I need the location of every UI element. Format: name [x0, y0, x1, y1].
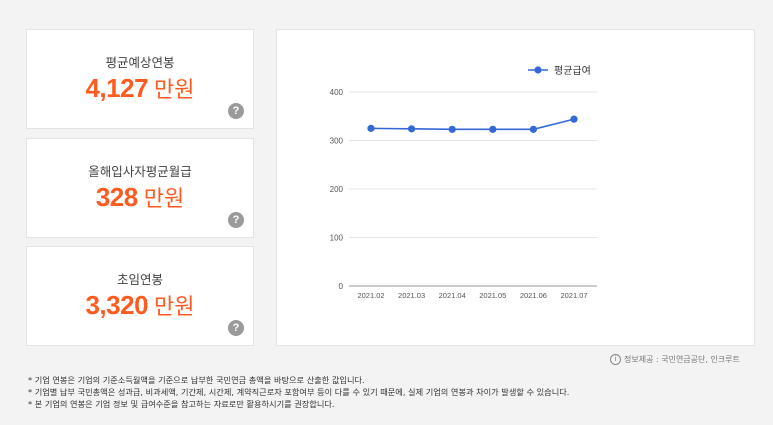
- help-icon[interactable]: ?: [228, 103, 244, 119]
- card-value: 328 만원: [27, 181, 253, 213]
- x-tick-label: 2021.05: [479, 291, 506, 300]
- legend-label: 평균급여: [554, 65, 591, 77]
- data-point: [529, 125, 537, 133]
- legend-marker: [534, 66, 542, 74]
- x-tick-label: 2021.06: [520, 291, 547, 300]
- x-tick-label: 2021.03: [398, 291, 425, 300]
- series-line: [370, 118, 575, 131]
- data-point: [367, 124, 375, 132]
- source-text: 정보제공 : 국민연금공단, 인크루트: [624, 355, 740, 364]
- card-label: 초임연봉: [116, 272, 163, 287]
- salary-trend-chart: 0 100 200 300 400 2021.02 2021.03 2021.04 2021.0…: [276, 29, 755, 346]
- card-value: 4,127 만원: [27, 72, 253, 104]
- value-unit: 만원: [154, 295, 195, 320]
- y-tick-label: 400: [330, 88, 344, 97]
- help-icon[interactable]: ?: [228, 320, 244, 336]
- note-line: * 기업별 납부 국민총액은 성과급, 비과세액, 기간제, 시간제, 계약직근…: [28, 387, 570, 397]
- card-label: 평균예상연봉: [105, 55, 175, 70]
- new-hire-monthly-salary-card: 올해입사자평균월급 328 만원 ?: [26, 138, 254, 238]
- y-tick-label: 300: [330, 137, 344, 146]
- line-chart: 0 100 200 300 400 2021.02 2021.03 2021.04 2021.0…: [330, 65, 597, 300]
- note-line: * 본 기업의 연봉은 기업 정보 및 급여수준을 참고하는 자료로만 활용하시…: [28, 399, 335, 409]
- value-number: 3,320: [85, 290, 149, 320]
- x-tick-label: 2021.02: [357, 291, 384, 300]
- source-note: i 정보제공 : 국민연금공단, 인크루트: [610, 354, 760, 365]
- data-point: [570, 115, 578, 123]
- card-label: 올해입사자평균월급: [88, 164, 192, 179]
- x-tick-label: 2021.07: [560, 291, 587, 300]
- starting-salary-card: 초임연봉 3,320 만원 ?: [26, 246, 254, 346]
- value-unit: 만원: [143, 187, 185, 212]
- avg-expected-salary-card: 평균예상연봉 4,127 만원 ?: [26, 29, 254, 129]
- value-number: 4,127: [85, 73, 149, 103]
- y-tick-label: 100: [330, 234, 344, 243]
- data-point: [489, 125, 497, 133]
- data-point: [408, 125, 416, 133]
- disclaimer-notes: * 기업 연봉은 기업의 기준소득월액을 기준으로 납부한 국민연금 총액을 바…: [28, 374, 768, 410]
- y-tick-label: 200: [330, 185, 344, 194]
- data-point: [448, 125, 456, 133]
- value-number: 328: [95, 182, 138, 212]
- help-icon[interactable]: ?: [228, 212, 244, 228]
- card-value: 3,320 만원: [27, 289, 253, 321]
- note-line: * 기업 연봉은 기업의 기준소득월액을 기준으로 납부한 국민연금 총액을 바…: [28, 375, 365, 385]
- y-tick-label: 0: [339, 282, 344, 291]
- info-icon: i: [610, 354, 621, 365]
- value-unit: 만원: [154, 78, 195, 103]
- x-tick-label: 2021.04: [439, 291, 466, 300]
